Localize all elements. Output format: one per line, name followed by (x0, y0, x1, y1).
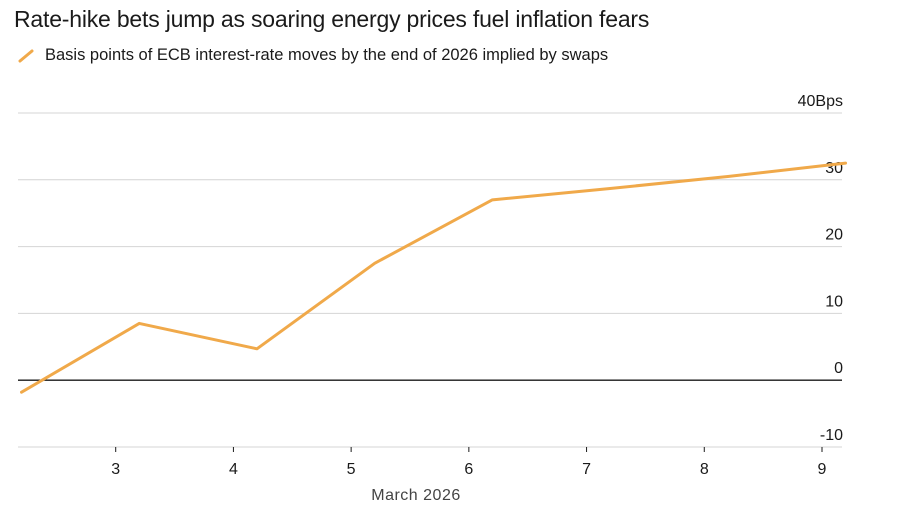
x-axis-label: March 2026 (371, 487, 461, 504)
y-tick-label: 10 (825, 293, 843, 310)
x-tick-label: 6 (464, 461, 473, 478)
x-tick-label: 4 (229, 461, 238, 478)
x-axis-ticks: 3 4 5 6 7 8 9 (111, 447, 827, 478)
x-tick-label: 9 (818, 461, 827, 478)
series-line (20, 161, 848, 394)
gridlines (18, 112, 842, 448)
y-tick-label: 20 (825, 227, 843, 244)
x-tick-label: 3 (111, 461, 120, 478)
y-tick-label: 40Bps (798, 93, 843, 110)
legend-label: Basis points of ECB interest-rate moves … (45, 46, 609, 64)
legend-swatch-icon (18, 49, 34, 62)
x-tick-label: 5 (347, 461, 356, 478)
x-tick-label: 8 (700, 461, 709, 478)
chart-title: Rate-hike bets jump as soaring energy pr… (14, 6, 650, 32)
y-tick-label: 0 (834, 360, 843, 377)
legend: Basis points of ECB interest-rate moves … (18, 46, 608, 65)
series-layer (20, 161, 848, 394)
y-tick-label: -10 (820, 427, 843, 444)
x-tick-label: 7 (582, 461, 591, 478)
